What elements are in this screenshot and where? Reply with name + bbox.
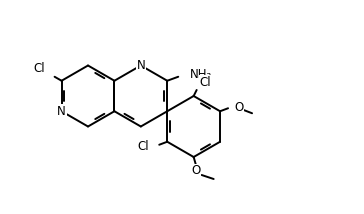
Text: NH₂: NH₂ — [190, 68, 213, 81]
Text: N: N — [57, 105, 66, 118]
Text: Cl: Cl — [33, 62, 44, 75]
Text: N: N — [136, 59, 145, 72]
Text: O: O — [234, 101, 243, 114]
Text: O: O — [191, 165, 200, 177]
Text: Cl: Cl — [200, 76, 211, 89]
Text: Cl: Cl — [138, 140, 149, 153]
